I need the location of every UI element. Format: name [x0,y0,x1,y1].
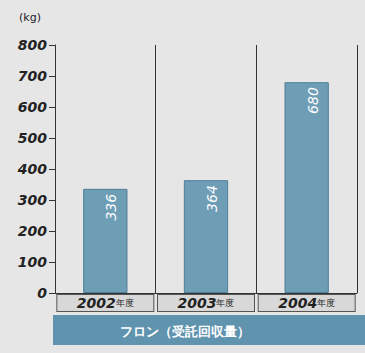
svg-text:680: 680 [305,87,321,114]
svg-text:0: 0 [37,285,47,301]
svg-text:300: 300 [18,192,47,208]
svg-text:年度: 年度 [216,298,234,308]
svg-text:400: 400 [17,161,47,177]
svg-text:200: 200 [18,223,47,239]
svg-text:年度: 年度 [116,298,134,308]
svg-text:年度: 年度 [317,298,335,308]
svg-text:336: 336 [103,194,119,221]
svg-text:フロン（受託回収量）: フロン（受託回収量） [120,324,250,339]
svg-text:(kg): (kg) [19,11,41,24]
svg-text:364: 364 [204,185,220,212]
svg-text:2004: 2004 [278,295,317,311]
svg-text:500: 500 [18,130,47,146]
svg-text:700: 700 [18,68,47,84]
svg-text:800: 800 [18,37,47,53]
svg-text:2002: 2002 [77,295,116,311]
svg-text:600: 600 [18,99,47,115]
svg-text:100: 100 [18,254,47,270]
svg-text:2003: 2003 [178,295,217,311]
